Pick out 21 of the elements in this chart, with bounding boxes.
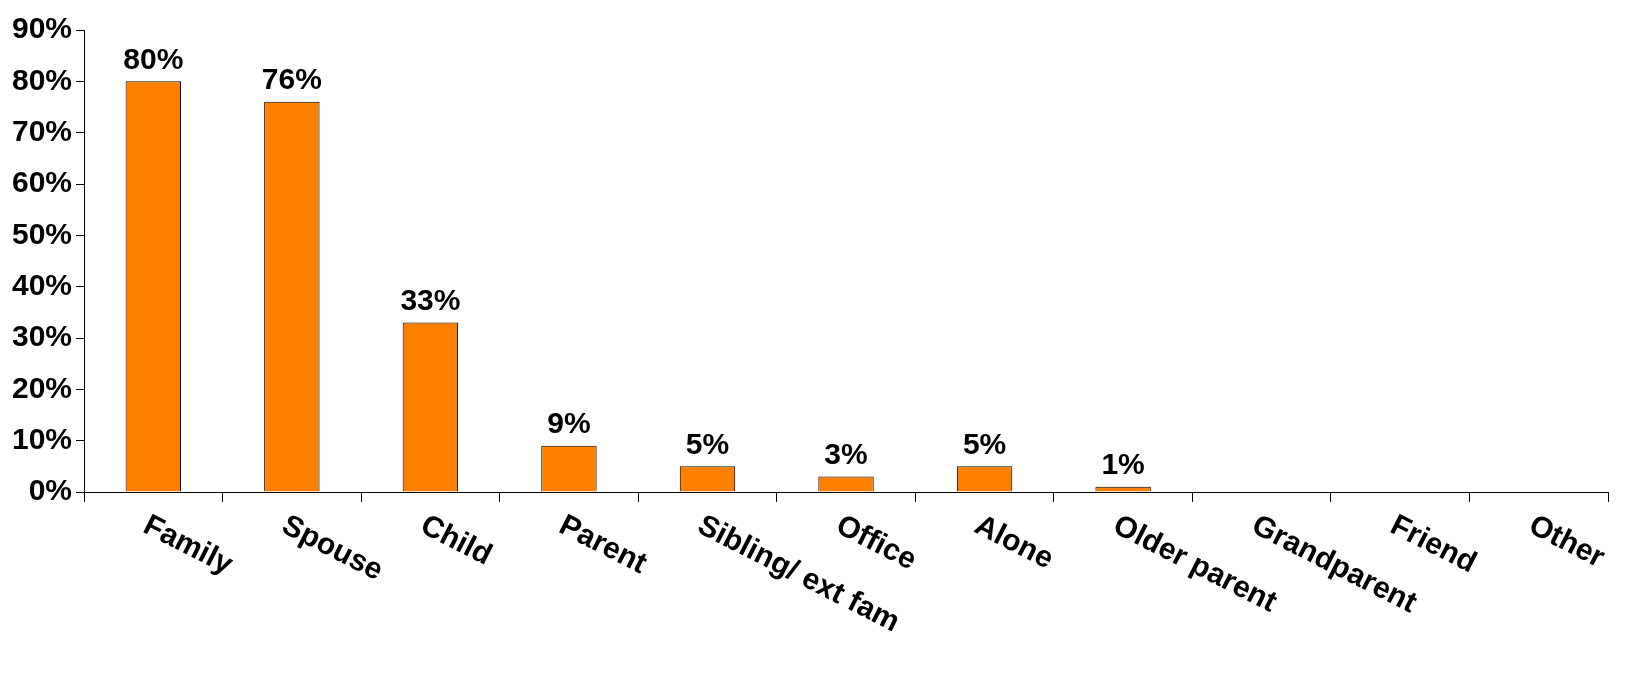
x-tick-label: Alone bbox=[970, 507, 1060, 575]
y-tick-label: 20% bbox=[12, 370, 73, 404]
data-label: 1% bbox=[1101, 447, 1145, 481]
y-tick-label: 50% bbox=[12, 216, 73, 250]
data-label: 9% bbox=[547, 406, 591, 440]
x-tick-label: Other bbox=[1524, 507, 1611, 574]
y-tick-label: 70% bbox=[12, 113, 73, 147]
y-tick-label: 0% bbox=[28, 473, 73, 507]
x-tick-label: Child bbox=[415, 507, 498, 571]
data-label: 76% bbox=[261, 62, 322, 96]
data-label: 5% bbox=[685, 426, 730, 460]
y-tick-label: 30% bbox=[12, 319, 73, 353]
y-tick-label: 40% bbox=[12, 267, 73, 301]
data-label: 33% bbox=[400, 282, 461, 316]
data-label: 3% bbox=[824, 436, 868, 470]
data-label: 5% bbox=[962, 426, 1007, 460]
y-tick-label: 90% bbox=[12, 11, 73, 45]
y-tick-label: 60% bbox=[12, 165, 73, 199]
data-label: 80% bbox=[123, 41, 184, 75]
y-tick-label: 80% bbox=[12, 62, 73, 96]
y-tick-label: 10% bbox=[12, 421, 73, 455]
